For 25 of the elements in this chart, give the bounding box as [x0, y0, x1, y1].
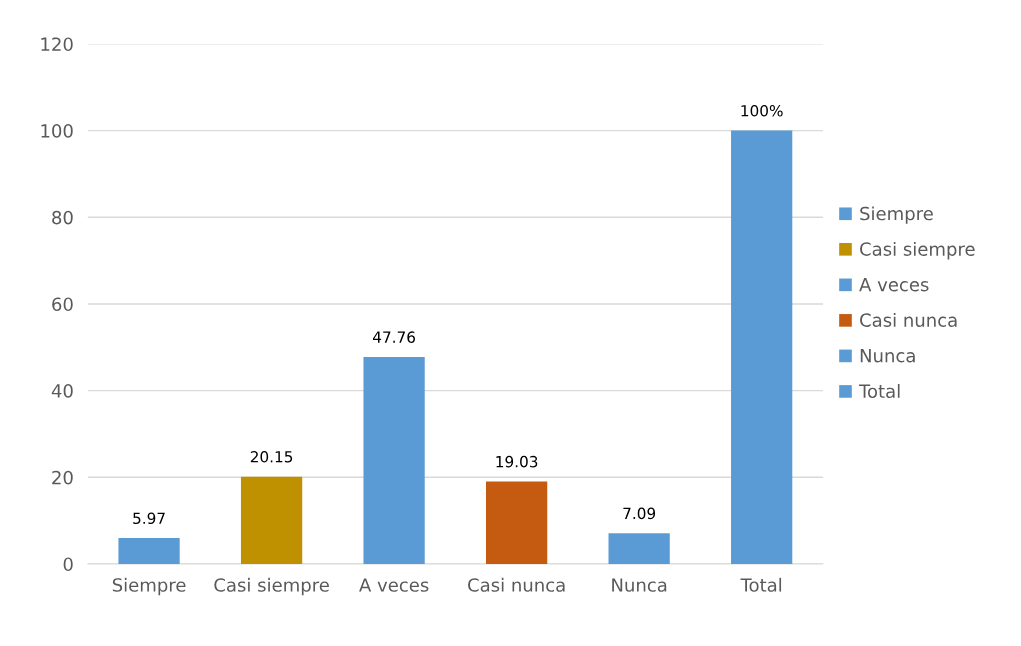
data-label: 5.97 — [133, 512, 165, 525]
x-tick-label: Casi nunca — [468, 577, 565, 592]
legend-label: A veces — [859, 278, 929, 292]
y-tick-label: 60 — [52, 297, 73, 312]
x-tick-label: Total — [740, 577, 782, 592]
y-tick-label: 80 — [52, 210, 73, 225]
x-tick-label: Siempre — [112, 577, 186, 596]
legend-label: Nunca — [860, 349, 915, 363]
data-label: 20.15 — [250, 451, 293, 463]
legend-label: Siempre — [860, 206, 933, 224]
y-tick-label: 100 — [41, 124, 73, 138]
data-label: 47.76 — [372, 331, 416, 343]
y-tick-label: 40 — [51, 384, 73, 398]
data-label: 100% — [741, 104, 783, 117]
x-tick-label: Casi siempre — [214, 577, 329, 596]
legend-label: Casi siempre — [860, 241, 975, 260]
data-label: 7.09 — [623, 507, 656, 520]
y-tick-label: 20 — [52, 470, 73, 485]
y-tick-label: 120 — [41, 37, 73, 52]
legend-label: Total — [858, 384, 900, 399]
data-label: 19.03 — [496, 455, 538, 468]
x-tick-label: A veces — [359, 578, 429, 592]
x-tick-label: Nunca — [612, 578, 667, 592]
legend-label: Casi nunca — [860, 312, 957, 327]
y-tick-label: 0 — [63, 557, 73, 572]
